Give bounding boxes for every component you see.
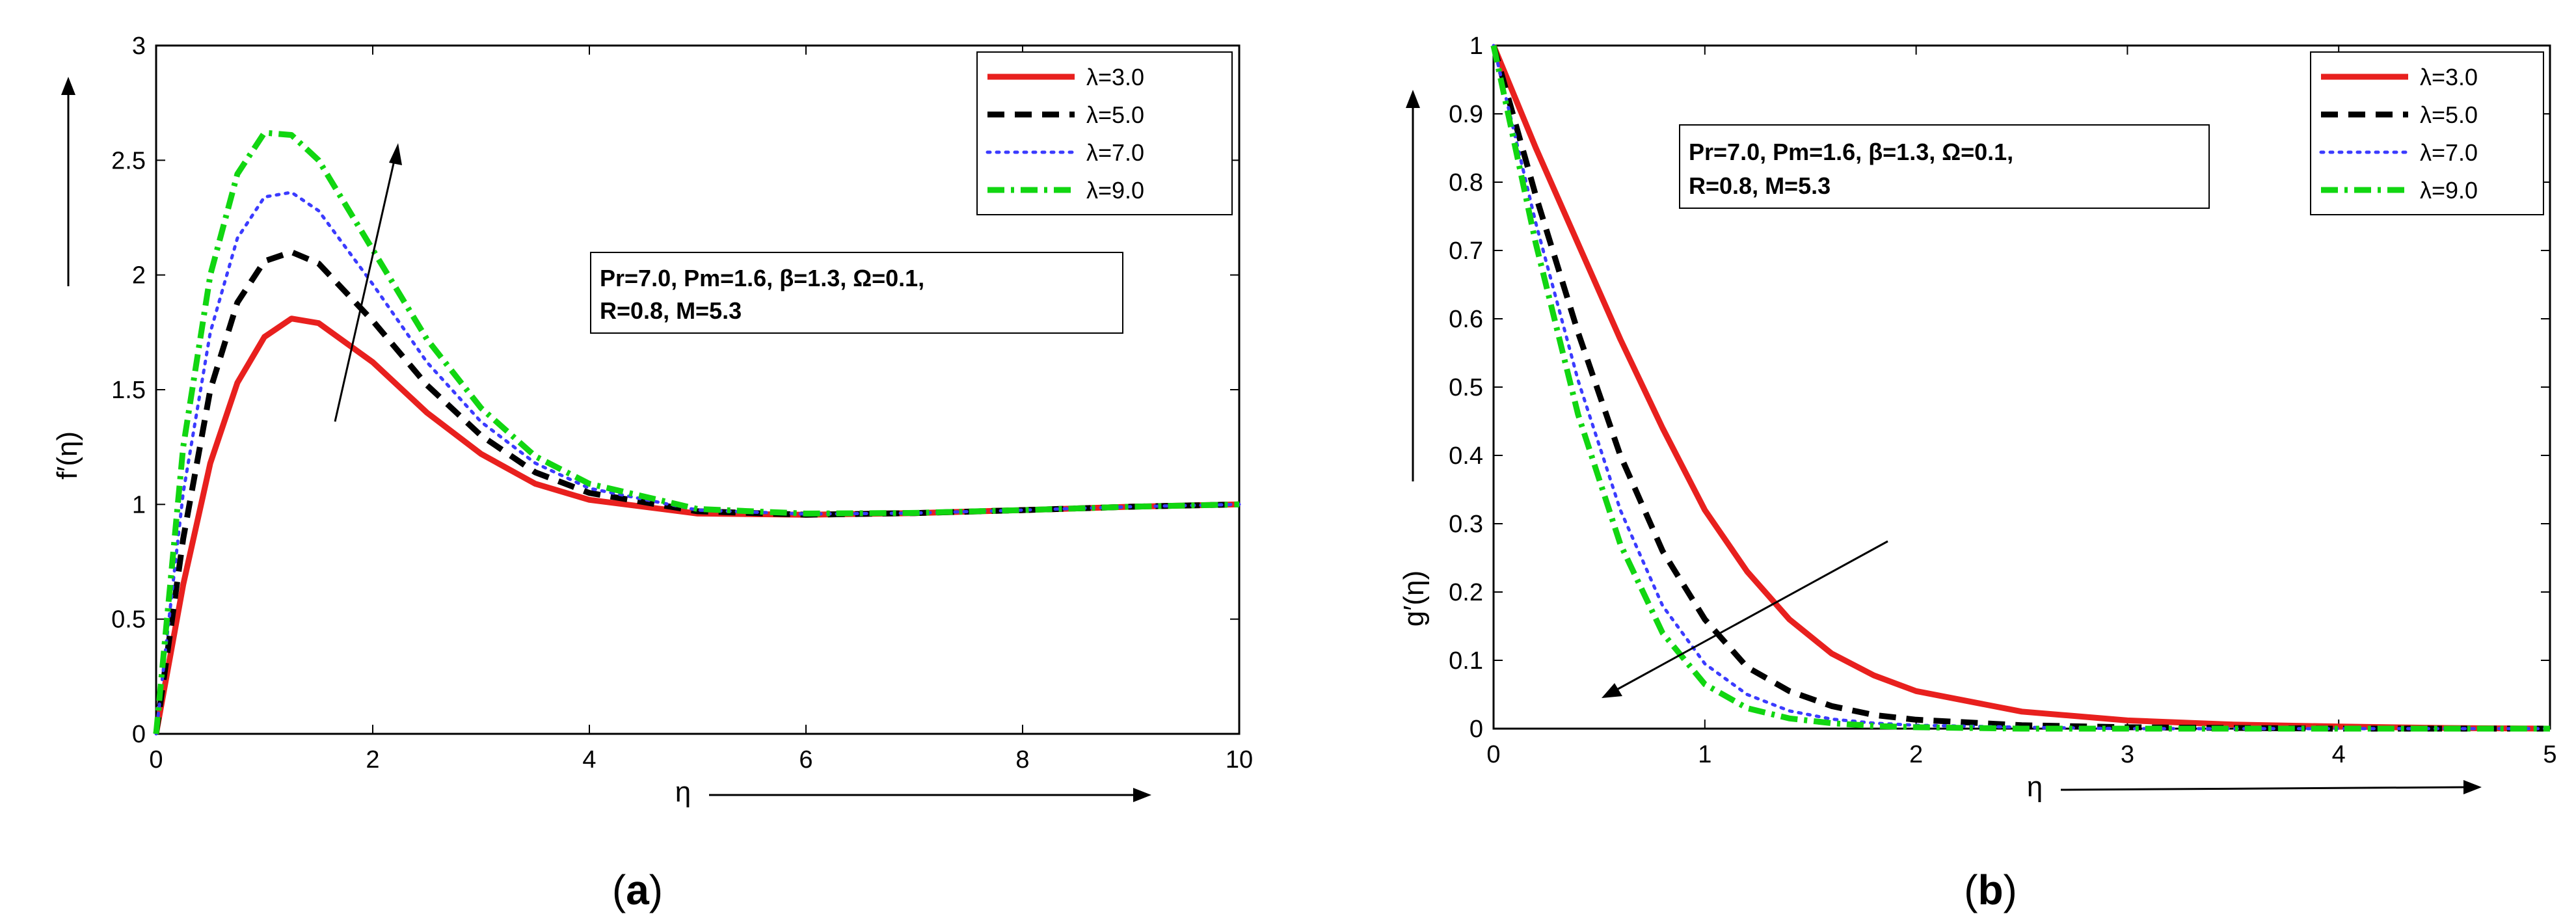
ticks-a: 0 2 4 6 8 10 0 0.5 1 1.5 2 2.5 3	[111, 33, 1253, 774]
y-tick-label: 0.7	[1449, 237, 1483, 265]
y-tick-label: 0.1	[1449, 647, 1483, 675]
y-tick-label: 0	[1469, 716, 1483, 743]
y-tick-label: 2.5	[111, 147, 146, 174]
x-axis-label-a: η	[675, 776, 691, 808]
chart-panel-a: 0 2 4 6 8 10 0 0.5 1 1.5 2 2.5 3 f′(η) η Pr=7.0, Pm=…	[51, 33, 1253, 913]
parameter-line-1-a: Pr=7.0, Pm=1.6, β=1.3, Ω=0.1,	[600, 265, 924, 291]
y-tick-label: 2	[132, 262, 146, 290]
x-axis-arrowhead-b	[2463, 780, 2482, 794]
y-tick-label: 0.3	[1449, 511, 1483, 538]
legend-label: λ=5.0	[2420, 101, 2478, 128]
x-tick-label: 8	[1015, 746, 1029, 774]
legend-label: λ=3.0	[2420, 64, 2478, 90]
series-line-b-3	[1492, 44, 2552, 731]
series-line-a-3	[154, 191, 1241, 736]
y-tick-label: 3	[132, 33, 146, 60]
x-tick-label: 2	[366, 746, 379, 774]
x-tick-label: 0	[149, 746, 163, 774]
legend-b: λ=3.0 λ=5.0 λ=7.0 λ=9.0	[2310, 51, 2544, 215]
parameter-box-b: Pr=7.0, Pm=1.6, β=1.3, Ω=0.1, R=0.8, M=5…	[1679, 124, 2210, 209]
y-tick-label: 0.9	[1449, 101, 1483, 128]
x-tick-label: 6	[799, 746, 812, 774]
legend-a: λ=3.0 λ=5.0 λ=7.0 λ=9.0	[976, 51, 1233, 215]
trend-arrowhead-b	[1602, 683, 1622, 698]
x-tick-label: 5	[2543, 741, 2556, 768]
y-tick-label: 0.6	[1449, 306, 1483, 333]
panel-letter-b: b	[1978, 867, 2003, 913]
y-tick-label: 0.2	[1449, 579, 1483, 606]
y-tick-label: 0.4	[1449, 442, 1483, 470]
y-axis-label-a: f′(η)	[51, 431, 83, 479]
series-line-a-2	[153, 249, 1240, 734]
y-tick-label: 0.5	[1449, 374, 1483, 401]
parameter-box-a: Pr=7.0, Pm=1.6, β=1.3, Ω=0.1, R=0.8, M=5…	[590, 252, 1123, 334]
y-tick-label: 1.5	[111, 377, 146, 404]
series-line-a-1	[153, 316, 1240, 734]
x-tick-label: 10	[1226, 746, 1253, 774]
legend-label: λ=7.0	[1086, 139, 1144, 166]
series-group-b	[1490, 44, 2552, 732]
x-axis-arrowhead-a	[1133, 788, 1151, 802]
x-tick-label: 4	[2332, 741, 2346, 768]
x-axis-label-b: η	[2027, 771, 2043, 803]
trend-arrow-a	[334, 154, 397, 422]
x-tick-label: 0	[1486, 741, 1500, 768]
y-tick-label: 1	[1469, 33, 1483, 60]
parameter-line-1-b: Pr=7.0, Pm=1.6, β=1.3, Ω=0.1,	[1689, 139, 2013, 165]
y-tick-label: 0.5	[111, 606, 146, 634]
series-line-b-1	[1490, 44, 2551, 732]
y-axis-arrowhead-b	[1406, 90, 1420, 108]
chart-panel-b: 0 1 2 3 4 5 0 0.1 0.2 0.3 0.4 0.5 0.6 0.7 0.8 0.9 1 g′(η…	[1398, 33, 2557, 913]
legend-label: λ=9.0	[2420, 177, 2478, 204]
legend-label: λ=9.0	[1086, 177, 1144, 204]
x-tick-label: 3	[2121, 741, 2134, 768]
parameter-line-2-b: R=0.8, M=5.3	[1689, 172, 1831, 199]
series-line-b-4	[1490, 45, 2550, 732]
legend-label: λ=5.0	[1086, 101, 1144, 128]
series-group-a	[153, 129, 1241, 736]
x-tick-label: 1	[1698, 741, 1711, 768]
x-tick-label: 4	[582, 746, 596, 774]
trend-arrowhead-a	[389, 143, 402, 165]
trend-arrow-b	[1613, 540, 1888, 693]
x-axis-arrow-b	[2060, 786, 2466, 791]
y-axis-arrowhead-a	[61, 77, 75, 95]
y-tick-label: 1	[132, 491, 146, 519]
parameter-line-2-a: R=0.8, M=5.3	[600, 297, 742, 324]
y-tick-label: 0	[132, 721, 146, 748]
panel-label-a: (a)	[612, 867, 663, 913]
legend-label: λ=3.0	[1086, 64, 1144, 90]
y-axis-label-b: g′(η)	[1398, 571, 1430, 627]
ticks-b: 0 1 2 3 4 5 0 0.1 0.2 0.3 0.4 0.5 0.6 0.7 0.8 0.9 1	[1449, 33, 2556, 768]
series-line-a-4	[153, 129, 1240, 734]
x-tick-label: 2	[1909, 741, 1923, 768]
panel-letter-a: a	[626, 867, 649, 913]
legend-label: λ=7.0	[2420, 139, 2478, 166]
panel-label-b: (b)	[1964, 867, 2017, 913]
y-tick-label: 0.8	[1449, 169, 1483, 196]
